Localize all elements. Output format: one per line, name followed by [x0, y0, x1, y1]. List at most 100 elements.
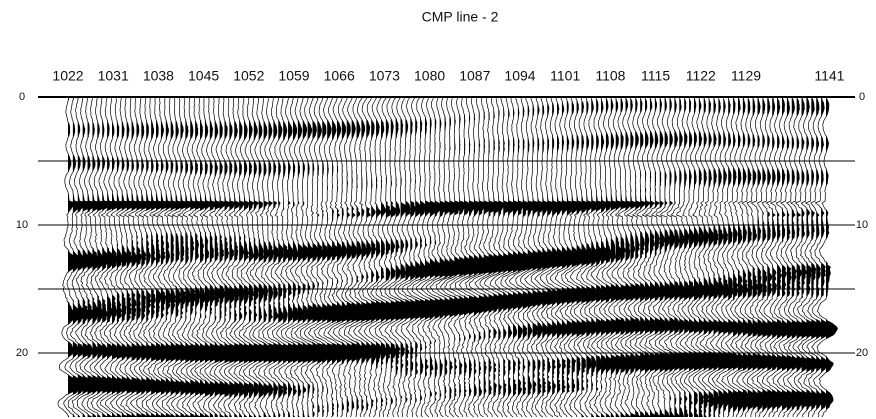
trace	[401, 96, 430, 418]
x-tick-label: 1038	[143, 68, 174, 84]
trace	[415, 96, 443, 418]
trace	[444, 96, 472, 418]
trace	[440, 96, 466, 418]
trace	[458, 96, 486, 418]
trace-fill	[742, 97, 753, 417]
trace	[323, 96, 349, 418]
y-tick-label-right: 20	[856, 347, 868, 359]
trace-fill	[116, 97, 130, 417]
trace	[258, 96, 283, 418]
x-tick-label: 1045	[188, 68, 219, 84]
trace-fill	[586, 97, 596, 417]
trace	[228, 96, 252, 418]
trace-fill	[615, 97, 625, 417]
trace	[145, 97, 167, 418]
x-tick-label: 1115	[641, 68, 670, 84]
trace	[280, 96, 306, 418]
trace	[449, 96, 477, 418]
y-tick-label: 0	[19, 91, 25, 103]
trace	[374, 96, 400, 418]
x-tick-label: 1122	[686, 68, 716, 84]
trace-fill	[571, 97, 581, 417]
trace-fill	[561, 97, 572, 417]
trace	[343, 96, 369, 418]
trace	[464, 96, 492, 418]
y-tick-label: 10	[16, 219, 28, 231]
trace-fill	[772, 97, 782, 417]
trace-fill	[591, 97, 600, 417]
trace	[411, 96, 438, 418]
trace-fill	[826, 97, 838, 417]
trace-fill	[752, 97, 762, 417]
x-tick-label: 1141	[814, 68, 844, 84]
trace-fill	[728, 97, 738, 417]
x-tick-label: 1094	[504, 68, 535, 84]
trace	[199, 97, 222, 418]
trace	[271, 96, 297, 418]
trace	[176, 96, 197, 418]
trace-fill	[737, 97, 748, 417]
trace-fill	[601, 97, 610, 417]
trace	[141, 96, 164, 418]
trace	[190, 96, 211, 418]
trace-fill	[630, 97, 640, 417]
trace-fill	[620, 97, 629, 417]
trace	[249, 96, 272, 418]
trace-fill	[625, 97, 634, 417]
trace	[307, 96, 335, 418]
trace	[313, 96, 340, 418]
traces	[57, 96, 838, 418]
x-tick-label: 1101	[550, 68, 580, 84]
trace	[327, 96, 354, 418]
x-tick-label: 1066	[324, 68, 355, 84]
trace	[299, 96, 326, 418]
x-tick-label: 1129	[731, 68, 761, 84]
trace	[393, 96, 420, 418]
trace	[469, 96, 497, 418]
trace	[233, 96, 257, 418]
trace	[204, 97, 227, 418]
x-tick-label: 1073	[369, 68, 400, 84]
trace	[816, 96, 838, 418]
trace-fill	[581, 97, 591, 417]
trace-fill	[390, 97, 405, 417]
trace	[267, 97, 292, 418]
trace	[425, 96, 453, 418]
trace	[369, 96, 395, 418]
trace	[318, 96, 344, 418]
y-tick-label: 20	[16, 347, 28, 359]
trace-fill	[552, 97, 562, 417]
trace	[166, 96, 186, 418]
trace-fill	[493, 97, 506, 417]
trace	[384, 96, 409, 418]
trace	[209, 96, 233, 418]
trace	[353, 96, 381, 418]
trace-fill	[718, 97, 728, 417]
trace-fill	[747, 97, 757, 417]
chart-title: CMP line - 2	[422, 9, 499, 25]
x-tick-label: 1052	[233, 68, 264, 84]
trace	[223, 96, 247, 418]
x-tick-label: 1080	[414, 68, 445, 84]
trace-fill	[767, 97, 778, 417]
trace-fill	[405, 97, 419, 417]
trace	[435, 96, 462, 418]
x-tick-label: 1022	[52, 68, 83, 84]
trace-fill	[723, 97, 734, 417]
trace	[290, 96, 317, 418]
trace	[262, 96, 287, 418]
trace-fill	[557, 97, 567, 417]
y-tick-label-right: 0	[859, 91, 865, 103]
trace	[363, 96, 391, 418]
trace	[378, 96, 406, 418]
trace	[129, 96, 155, 418]
trace-fill	[400, 97, 414, 417]
trace	[252, 96, 277, 418]
trace	[219, 96, 243, 418]
trace-fill	[376, 97, 390, 417]
trace	[180, 96, 202, 418]
trace-fill	[596, 97, 605, 417]
trace-fill	[757, 97, 767, 417]
